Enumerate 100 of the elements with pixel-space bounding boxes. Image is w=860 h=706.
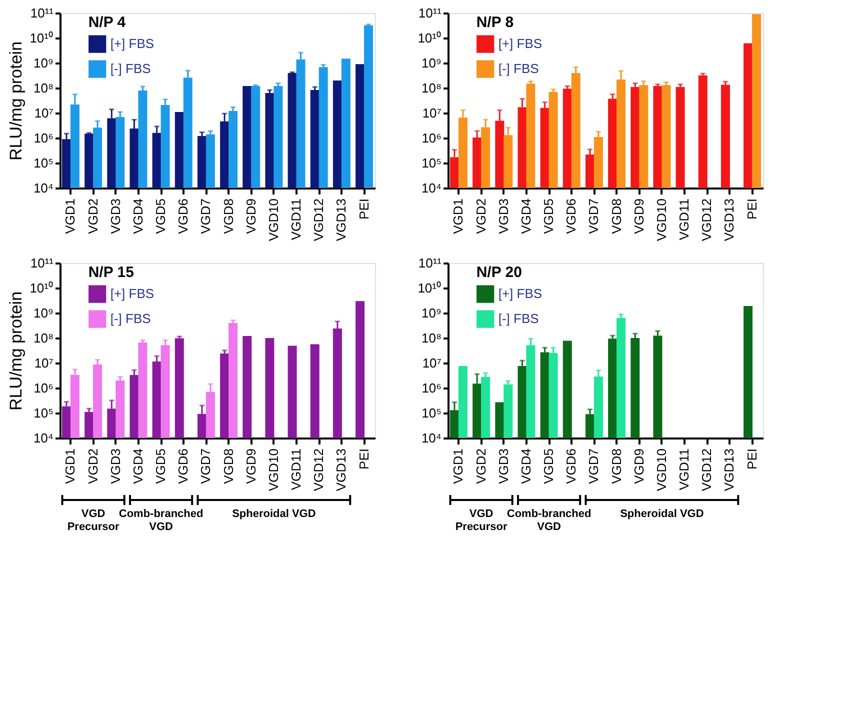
- x-tick-label: VGD2: [85, 198, 100, 234]
- x-tick-label: VGD8: [608, 198, 624, 234]
- x-tick-label: VGD5: [541, 198, 556, 234]
- x-tick-label: VGD11: [676, 198, 692, 240]
- y-tick-label: 10⁷: [422, 106, 442, 120]
- x-tick-label: VGD1: [450, 448, 466, 484]
- y-tick-label: 10⁵: [422, 406, 442, 420]
- x-tick-label: VGD2: [85, 448, 100, 484]
- legend-label: [+] FBS: [110, 36, 154, 51]
- y-tick-label: 10¹¹: [418, 6, 442, 20]
- x-tick-label: VGD4: [130, 448, 146, 484]
- x-tick-label: VGD2: [473, 198, 488, 234]
- x-tick-label: VGD7: [198, 198, 214, 234]
- y-tick-label: 10⁴: [33, 180, 54, 196]
- y-tick-label: 10⁶: [422, 380, 442, 396]
- x-tick-label: PEI: [356, 448, 372, 470]
- legend-title: N/P 4: [88, 14, 126, 31]
- y-tick-label: 10¹⁰: [418, 280, 442, 296]
- y-tick-label: 10⁹: [33, 306, 54, 320]
- x-tick-label: VGD7: [198, 448, 214, 484]
- x-tick-label: VGD10: [266, 448, 281, 492]
- y-tick-label: 10⁸: [422, 330, 442, 346]
- x-tick-label: VGD8: [220, 448, 236, 484]
- x-tick-label: VGD4: [518, 198, 534, 234]
- x-tick-label: VGD12: [699, 448, 714, 492]
- y-tick-label: 10¹⁰: [418, 30, 442, 46]
- legend-title: N/P 8: [476, 14, 514, 31]
- x-tick-label: VGD6: [176, 198, 191, 234]
- text: Spheroidal VGD: [620, 508, 704, 520]
- x-tick-label: PEI: [356, 198, 372, 220]
- x-tick-label: VGD8: [608, 448, 624, 484]
- x-tick-label: VGD3: [496, 448, 511, 484]
- y-tick-label: 10¹¹: [30, 256, 54, 270]
- y-tick-label: 10⁷: [34, 106, 54, 120]
- legend-label: [+] FBS: [498, 36, 542, 51]
- x-tick-label: VGD9: [631, 198, 646, 234]
- y-tick-label: 10¹⁰: [30, 30, 54, 46]
- x-tick-label: VGD12: [311, 448, 326, 492]
- x-tick-label: PEI: [744, 198, 760, 220]
- x-tick-label: VGD10: [654, 198, 669, 242]
- y-tick-label: 10⁴: [421, 180, 442, 196]
- x-tick-label: VGD5: [153, 198, 168, 234]
- x-tick-label: VGD3: [108, 448, 123, 484]
- x-tick-label: VGD6: [564, 448, 579, 484]
- legend-title: N/P 15: [88, 264, 134, 281]
- legend-label: [-] FBS: [498, 311, 540, 326]
- x-tick-label: VGD10: [654, 448, 669, 492]
- x-tick-label: VGD1: [62, 198, 78, 234]
- x-tick-label: VGD8: [220, 198, 236, 234]
- x-tick-label: VGD3: [496, 198, 511, 234]
- y-tick-label: 10⁶: [34, 380, 54, 396]
- x-tick-label: VGD10: [266, 198, 281, 242]
- y-tick-label: 10⁵: [34, 156, 54, 170]
- y-tick-label: 10¹¹: [418, 256, 442, 270]
- y-tick-label: 10⁷: [34, 356, 54, 370]
- x-tick-label: VGD5: [541, 448, 556, 484]
- x-tick-label: VGD2: [473, 448, 488, 484]
- y-tick-label: 10⁶: [34, 130, 54, 146]
- x-tick-label: VGD11: [288, 198, 304, 240]
- y-tick-label: 10⁹: [421, 56, 442, 70]
- y-tick-label: 10⁶: [422, 130, 442, 146]
- legend-label: [-] FBS: [110, 61, 152, 76]
- legend-label: [-] FBS: [498, 61, 540, 76]
- y-tick-label: 10⁸: [422, 80, 442, 96]
- x-tick-label: VGD6: [176, 448, 191, 484]
- text: Comb-branched VGD: [118, 508, 204, 533]
- legend-label: [-] FBS: [110, 311, 152, 326]
- x-tick-label: VGD13: [334, 448, 349, 492]
- x-tick-label: VGD13: [722, 198, 737, 242]
- y-tick-label: 10⁸: [34, 80, 54, 96]
- x-tick-label: PEI: [744, 448, 760, 470]
- y-tick-label: 10⁴: [33, 430, 54, 446]
- text: VGD Precursor: [67, 508, 120, 533]
- x-tick-label: VGD11: [288, 448, 304, 490]
- x-tick-label: VGD4: [130, 198, 146, 234]
- y-tick-label: 10⁵: [34, 406, 54, 420]
- x-tick-label: VGD7: [586, 198, 602, 234]
- y-tick-label: 10¹¹: [30, 6, 54, 20]
- x-tick-label: VGD12: [311, 198, 326, 242]
- y-tick-label: 10⁸: [34, 330, 54, 346]
- legend-title: N/P 20: [476, 264, 522, 281]
- x-tick-label: VGD5: [153, 448, 168, 484]
- y-axis-title: RLU/mg protein: [6, 291, 26, 411]
- x-tick-label: VGD6: [564, 198, 579, 234]
- x-tick-label: VGD1: [450, 198, 466, 234]
- y-tick-label: 10⁹: [33, 56, 54, 70]
- text: Spheroidal VGD: [232, 508, 316, 520]
- x-tick-label: VGD9: [243, 198, 258, 234]
- y-tick-label: 10⁷: [422, 356, 442, 370]
- x-tick-label: VGD13: [722, 448, 737, 492]
- text: VGD Precursor: [455, 508, 508, 533]
- x-tick-label: VGD13: [334, 198, 349, 242]
- y-tick-label: 10¹⁰: [30, 280, 54, 296]
- text: Comb-branched VGD: [506, 508, 592, 533]
- x-tick-label: VGD3: [108, 198, 123, 234]
- x-tick-label: VGD7: [586, 448, 602, 484]
- y-tick-label: 10⁴: [421, 430, 442, 446]
- x-tick-label: VGD9: [631, 448, 646, 484]
- x-tick-label: VGD1: [62, 448, 78, 484]
- x-tick-label: VGD11: [676, 448, 692, 490]
